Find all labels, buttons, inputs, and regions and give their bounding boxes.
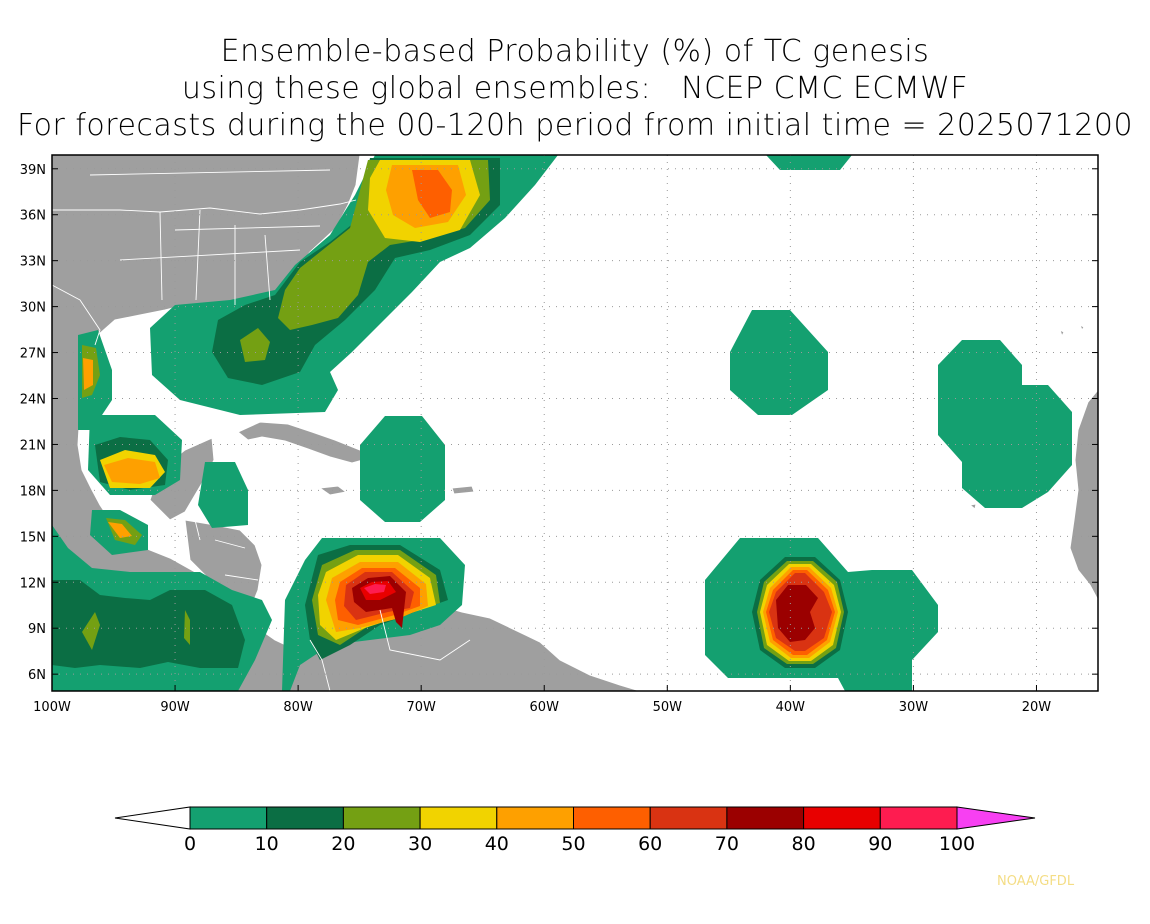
border-nicaragua (224, 574, 259, 581)
colorbar-label: 0 (184, 833, 196, 855)
border-state-5 (119, 249, 301, 261)
contour-yucatan-east-0 (198, 462, 248, 528)
chart-title-line-3: For forecasts during the 00-120h period … (16, 108, 1134, 143)
colorbar-over-triangle (956, 806, 1036, 830)
lon-label: 30W (899, 700, 929, 715)
colorbar-label: 60 (638, 833, 662, 855)
lat-label: 30N (20, 301, 46, 316)
colorbar-swatch (189, 806, 268, 830)
colorbar-label: 40 (485, 833, 509, 855)
contour-central-atl-0 (730, 310, 828, 415)
lon-label: 90W (160, 700, 190, 715)
contour-epac-20-a (82, 612, 100, 650)
contour-carolinas-50 (412, 170, 452, 218)
map-area (52, 155, 1098, 691)
lat-label: 6N (28, 668, 46, 683)
lon-label: 100W (33, 700, 71, 715)
political-borders (52, 169, 471, 691)
colorbar-swatch (266, 806, 344, 830)
chart-title-line-1: Ensemble-based Probability (%) of TC gen… (220, 34, 930, 69)
border-us-mexico (52, 284, 101, 346)
land (52, 155, 1098, 691)
lat-label: 27N (20, 347, 46, 362)
lon-label: 20W (1022, 700, 1052, 715)
land-cape-verde (968, 503, 977, 510)
colorbar-swatch (419, 806, 498, 830)
land-puerto-rico (451, 485, 475, 495)
lon-label: 50W (653, 700, 683, 715)
contour-hispaniola-0 (360, 416, 445, 522)
lat-label: 21N (20, 438, 46, 453)
lon-label: 60W (530, 700, 560, 715)
colorbar-label: 10 (255, 833, 279, 855)
contour-honduras-40 (108, 522, 132, 538)
lat-label: 39N (20, 163, 46, 178)
colorbar-swatch (496, 806, 574, 830)
colorbar-swatch (879, 806, 958, 830)
lat-label: 12N (20, 576, 46, 591)
contour-scar-90 (364, 584, 386, 594)
border-venezuela (379, 609, 471, 661)
lat-label: 33N (20, 255, 46, 270)
colorbar: 0 10 20 30 40 50 60 70 80 90 100 (114, 806, 1036, 855)
colorbar-label: 30 (408, 833, 432, 855)
colorbar-label: 80 (792, 833, 816, 855)
contour-epac-20-b (184, 610, 190, 645)
contour-mdr-70 (776, 585, 818, 642)
lat-label: 36N (20, 209, 46, 224)
border-us-canada (52, 199, 357, 215)
colorbar-under-triangle (114, 806, 191, 830)
border-state-6 (174, 225, 321, 231)
border-state-4 (264, 234, 271, 301)
colorbar-label: 20 (331, 833, 355, 855)
border-state-2 (195, 209, 201, 301)
chart-title-line-2: using these global ensembles: NCEP CMC E… (181, 71, 969, 106)
lat-label: 18N (20, 484, 46, 499)
lon-label: 80W (283, 700, 313, 715)
colorbar-label: 100 (939, 833, 975, 855)
contour-texas-40 (83, 358, 93, 390)
axis-ticks (51, 168, 1098, 691)
colorbar-swatch (649, 806, 728, 830)
border-mexico-guat (170, 519, 201, 541)
border-honduras (214, 539, 246, 549)
border-state-7 (89, 169, 331, 176)
border-panama-colombia (309, 639, 331, 691)
credit-text: NOAA/GFDL (997, 874, 1075, 889)
colorbar-swatch (726, 806, 805, 830)
contour-campeche-40 (104, 458, 160, 484)
lat-label: 24N (20, 392, 46, 407)
lon-label: 70W (406, 700, 436, 715)
probability-contours (52, 155, 1072, 691)
longitude-labels: 100W 90W 80W 70W 60W 50W 40W 30W 20W (33, 700, 1051, 715)
colorbar-swatch (573, 806, 651, 830)
colorbar-label: 50 (561, 833, 585, 855)
lon-label: 40W (776, 700, 806, 715)
latitude-labels: 39N 36N 33N 30N 27N 24N 21N 18N 15N 12N 9N 6N (20, 163, 46, 683)
colorbar-label: 70 (715, 833, 739, 855)
colorbar-swatch (803, 806, 881, 830)
contour-top-40w-0 (766, 155, 852, 170)
contour-gulf-20 (240, 328, 270, 362)
contour-epac-10 (52, 580, 245, 668)
contour-east-atl-0 (938, 340, 1072, 508)
land-africa (1069, 389, 1098, 601)
map-frame (51, 154, 1099, 692)
border-state-1 (159, 211, 163, 301)
lat-label: 9N (28, 622, 46, 637)
lat-label: 15N (20, 530, 46, 545)
colorbar-swatch (342, 806, 421, 830)
colorbar-label: 90 (868, 833, 892, 855)
land-canary-islands (1059, 323, 1085, 338)
